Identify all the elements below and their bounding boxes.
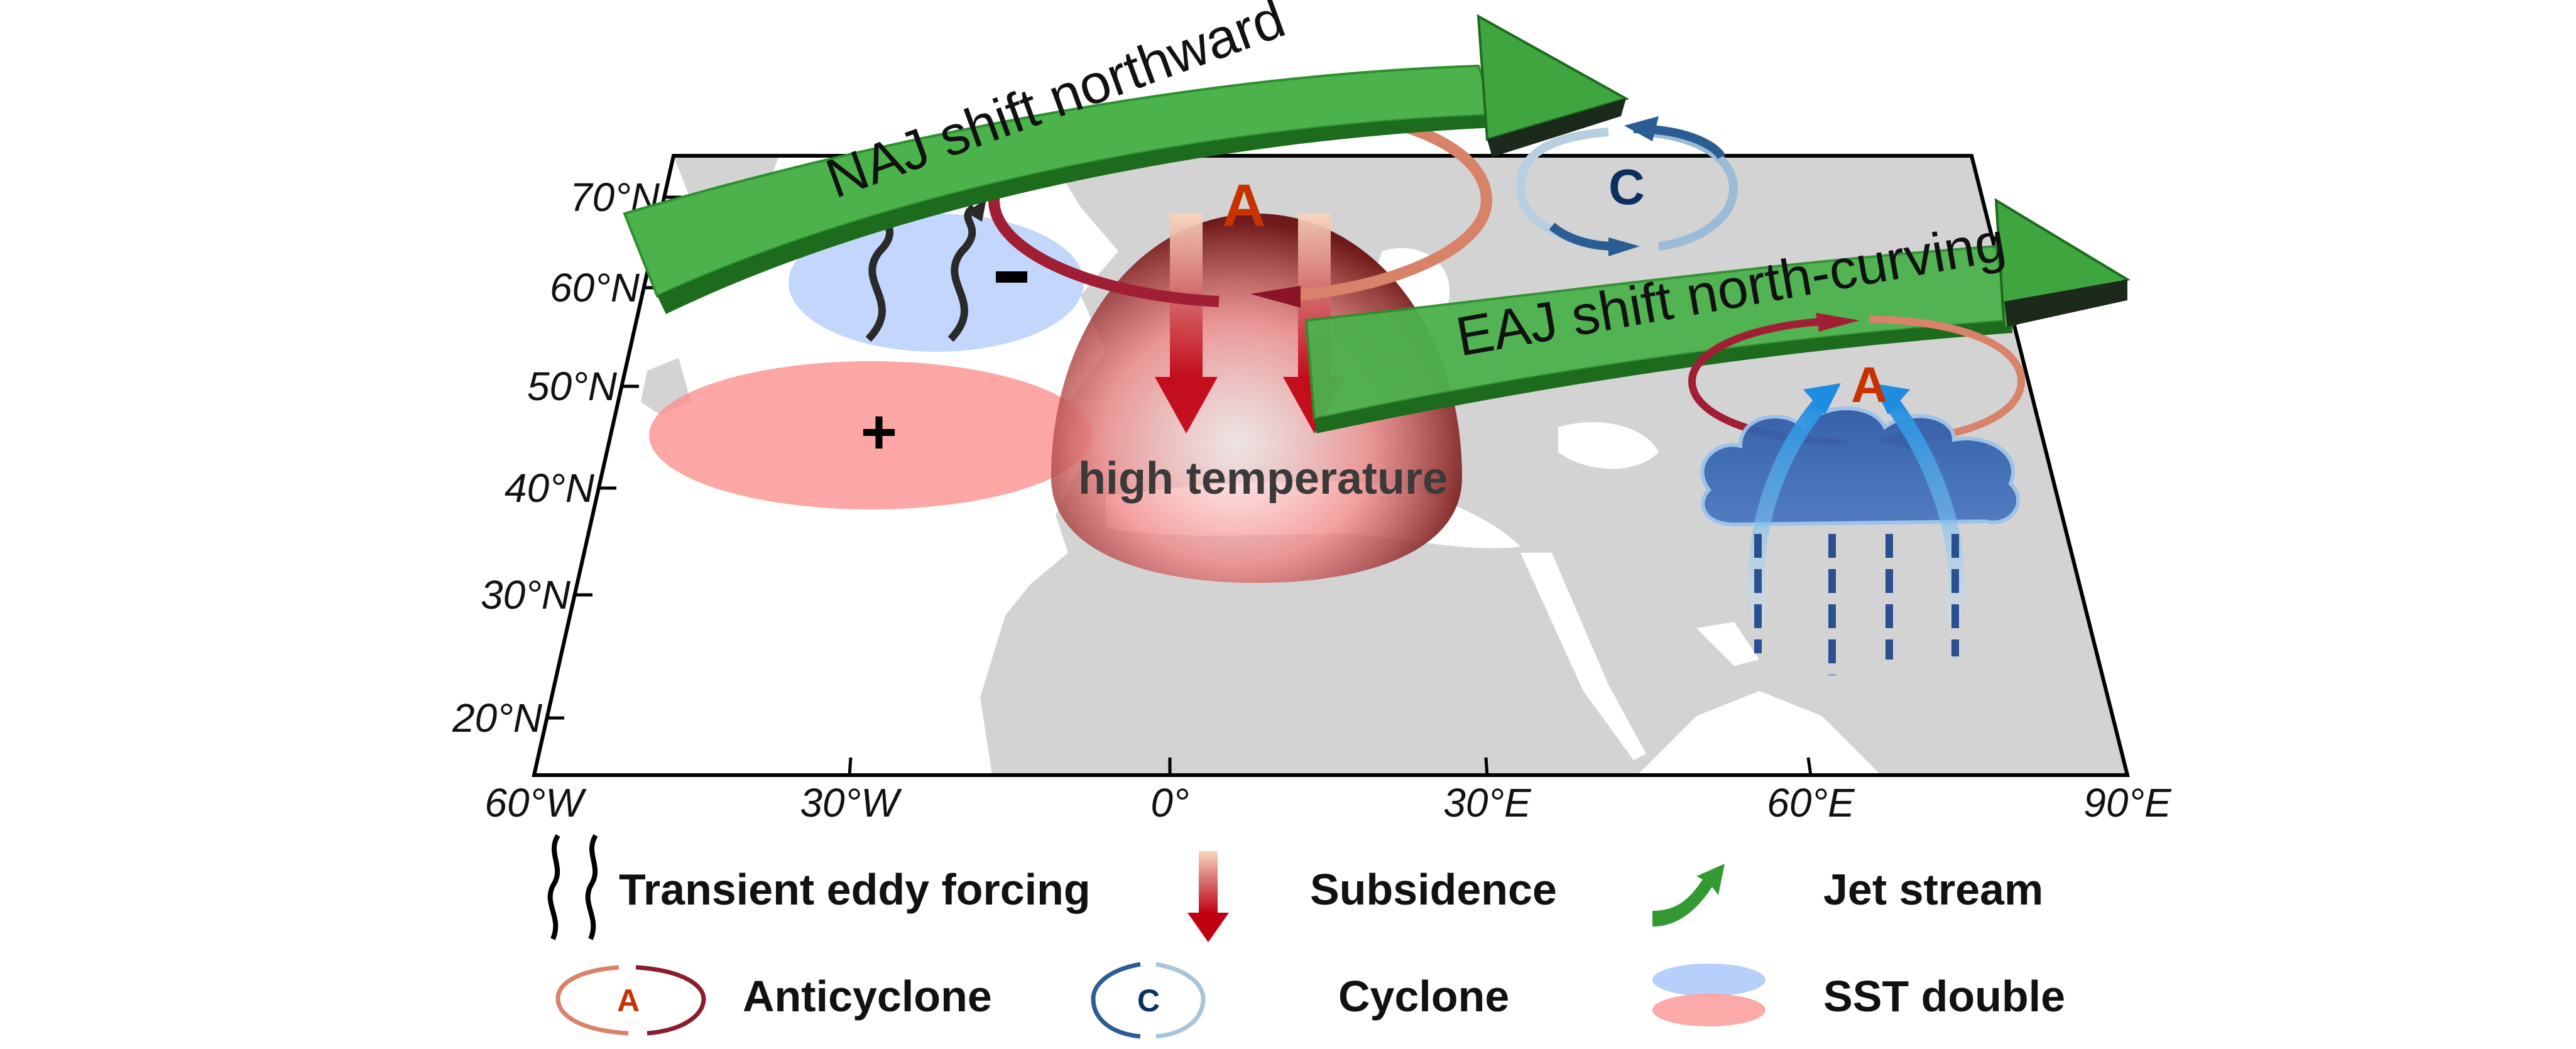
lon-label: 60°W [484,780,587,825]
sst-cold-anomaly [789,214,1084,352]
high-temperature-dome [1051,214,1462,583]
sst-positive-sign: + [861,397,897,467]
wavy-arrows-icon [547,834,598,940]
anticyclone-main-letter: A [1222,172,1265,239]
jet-stream-icon [1652,864,1725,927]
lat-label: 60°N [550,265,640,310]
lon-label: 60°E [1767,780,1855,825]
sst-warm-anomaly [649,361,1093,509]
sst-double-icon [1652,964,1766,1026]
cyclone-letter: C [1608,159,1645,215]
map-ticks [547,195,1813,776]
lat-label: 20°N [452,695,543,741]
lat-label: 30°N [481,572,571,617]
lon-label: 0° [1150,780,1189,825]
anticyclone-east-letter: A [1851,357,1887,413]
legend-label-jet-stream: Jet stream [1823,865,2043,914]
cyclone-icon-letter: C [1137,983,1160,1018]
legend-label-cyclone: Cyclone [1338,972,1509,1021]
lat-label: 40°N [505,465,595,511]
lon-label: 30°E [1443,780,1532,825]
legend-label-transient-eddy: Transient eddy forcing [619,865,1091,914]
high-temperature-label: high temperature [1078,454,1448,504]
legend: Transient eddy forcing Subsidence Jet st… [547,834,2065,1039]
legend-label-anticyclone: Anticyclone [743,972,992,1021]
precipitation-lines [1754,534,1959,675]
cyclone-legend-icon [1091,962,1206,1039]
anticyclone-icon [555,965,706,1036]
anticyclone-icon-letter: A [617,983,640,1018]
lon-label: 90°E [2083,780,2172,825]
legend-label-subsidence: Subsidence [1310,865,1557,914]
longitude-labels: 60°W 30°W 0° 30°E 60°E 90°E [484,780,2172,825]
lon-label: 30°W [800,780,902,825]
lat-label: 50°N [527,364,618,409]
latitude-labels: 70°N 60°N 50°N 40°N 30°N 20°N [452,175,660,741]
sst-negative-sign [996,271,1027,283]
subsidence-arrow-icon [1187,851,1229,942]
legend-label-sst-double: SST double [1823,972,2065,1021]
